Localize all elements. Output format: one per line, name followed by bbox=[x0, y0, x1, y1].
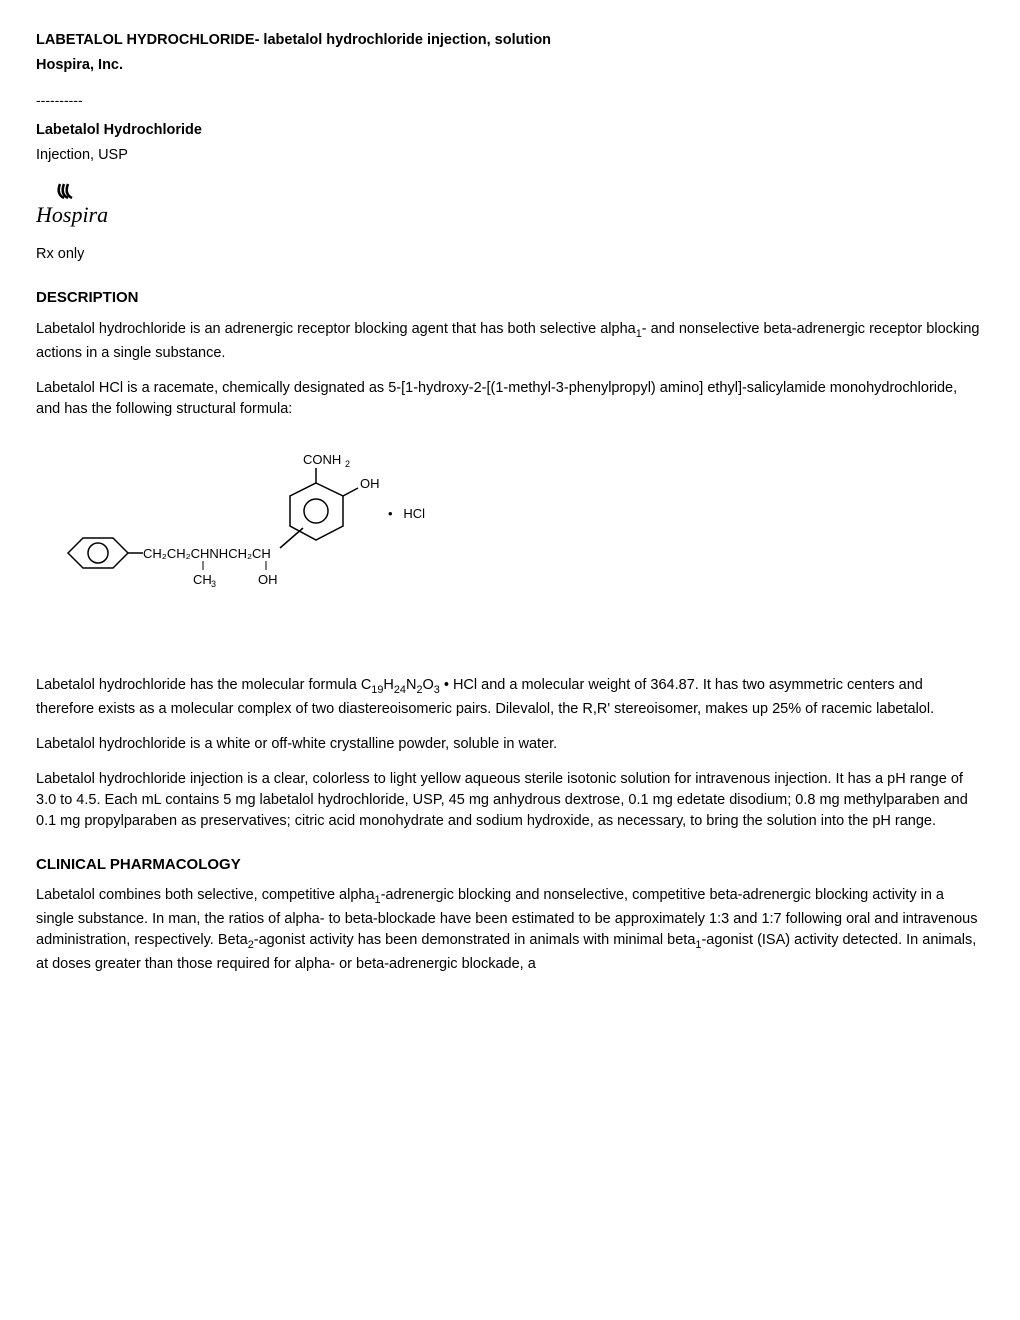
description-p4: Labetalol hydrochloride is a white or of… bbox=[36, 734, 984, 755]
divider: ---------- bbox=[36, 90, 984, 110]
drug-subtitle: Injection, USP bbox=[36, 145, 984, 166]
d3s1: 19 bbox=[371, 684, 383, 696]
d3c: N bbox=[406, 677, 416, 693]
ph1c: -agonist activity has been demonstrated … bbox=[254, 932, 696, 948]
description-p1: Labetalol hydrochloride is an adrenergic… bbox=[36, 319, 984, 364]
svg-text:• HCl: • HCl bbox=[388, 506, 425, 521]
company-name: Hospira, Inc. bbox=[36, 55, 984, 76]
svg-text:CONH: CONH bbox=[303, 452, 341, 467]
svg-text:CH₂CH₂CHNHCH₂CH: CH₂CH₂CHNHCH₂CH bbox=[143, 546, 271, 561]
description-p5: Labetalol hydrochloride injection is a c… bbox=[36, 769, 984, 832]
svg-text:Hospira: Hospira bbox=[36, 202, 108, 227]
description-heading: DESCRIPTION bbox=[36, 287, 984, 309]
structural-formula: CH₂CH₂CHNHCH₂CH CH 3 OH CONH 2 OH • HCl bbox=[48, 448, 984, 635]
d3s2: 24 bbox=[394, 684, 406, 696]
svg-text:OH: OH bbox=[258, 572, 278, 587]
hospira-logo: Hospira bbox=[36, 180, 984, 230]
svg-text:CH: CH bbox=[193, 572, 212, 587]
svg-text:2: 2 bbox=[345, 459, 350, 469]
d3d: O bbox=[423, 677, 434, 693]
description-p2: Labetalol HCl is a racemate, chemically … bbox=[36, 378, 984, 420]
drug-title: Labetalol Hydrochloride bbox=[36, 120, 984, 141]
pharmacology-heading: CLINICAL PHARMACOLOGY bbox=[36, 854, 984, 876]
d3a: Labetalol hydrochloride has the molecula… bbox=[36, 677, 371, 693]
svg-text:OH: OH bbox=[360, 476, 380, 491]
svg-text:3: 3 bbox=[211, 579, 216, 589]
ph1a: Labetalol combines both selective, compe… bbox=[36, 887, 375, 903]
desc-p1-a: Labetalol hydrochloride is an adrenergic… bbox=[36, 321, 636, 337]
description-p3: Labetalol hydrochloride has the molecula… bbox=[36, 675, 984, 720]
drug-header-line: LABETALOL HYDROCHLORIDE- labetalol hydro… bbox=[36, 30, 984, 51]
rx-only: Rx only bbox=[36, 244, 984, 265]
d3b: H bbox=[383, 677, 393, 693]
pharmacology-p1: Labetalol combines both selective, compe… bbox=[36, 885, 984, 974]
